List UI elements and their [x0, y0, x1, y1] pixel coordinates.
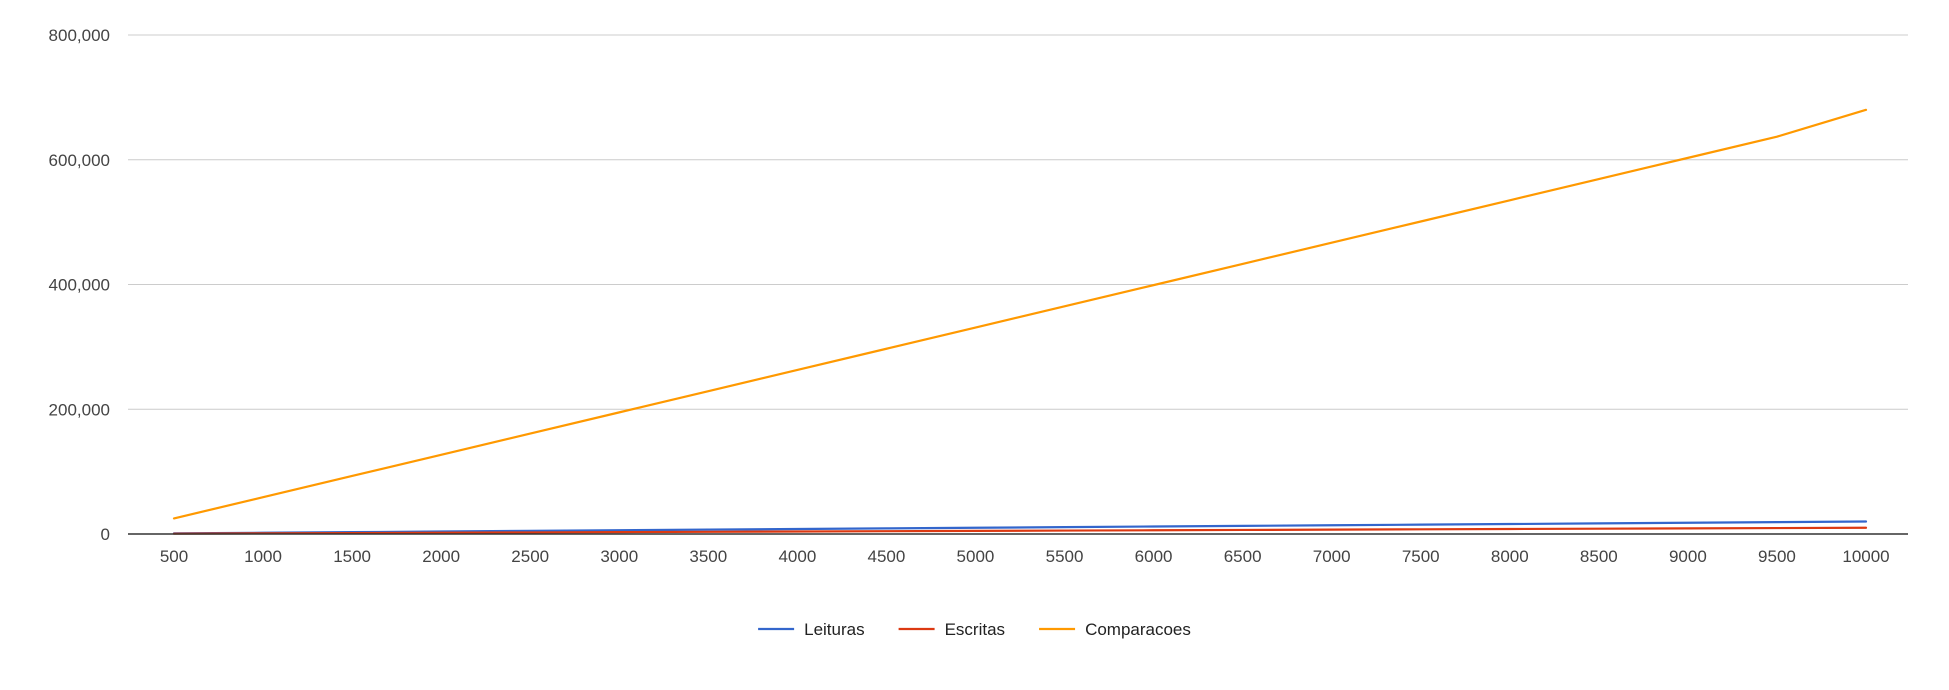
- x-tick-label: 8500: [1580, 547, 1618, 566]
- gridlines: [128, 34, 1908, 410]
- legend-item-escritas: Escritas: [898, 620, 1005, 639]
- series-line-escritas: [172, 526, 1868, 535]
- x-tick-label: 1500: [333, 547, 371, 566]
- x-tick-label: 9000: [1669, 547, 1707, 566]
- legend-label: Escritas: [945, 620, 1005, 639]
- x-tick-label: 6000: [1135, 547, 1173, 566]
- x-tick-label: 8000: [1491, 547, 1529, 566]
- x-tick-label: 7500: [1402, 547, 1440, 566]
- x-tick-label: 5000: [957, 547, 995, 566]
- x-tick-label: 10000: [1842, 547, 1889, 566]
- series-line-leituras: [172, 520, 1868, 535]
- x-tick-label: 2000: [422, 547, 460, 566]
- legend-label: Leituras: [804, 620, 864, 639]
- x-tick-label: 9500: [1758, 547, 1796, 566]
- legend: Leituras Escritas Comparacoes: [758, 620, 1191, 639]
- x-tick-label: 5500: [1046, 547, 1084, 566]
- x-tick-label: 7000: [1313, 547, 1351, 566]
- y-tick-label: 200,000: [49, 400, 110, 419]
- legend-item-leituras: Leituras: [758, 620, 865, 639]
- series-line-comparacoes: [172, 108, 1868, 520]
- y-tick-label: 0: [101, 525, 110, 544]
- y-tick-label: 400,000: [49, 276, 110, 295]
- x-tick-label: 2500: [511, 547, 549, 566]
- legend-item-comparacoes: Comparacoes: [1039, 620, 1191, 639]
- x-axis-tick-labels: 500 1000 1500 2000 2500 3000 3500 4000 4500 5000 5…: [160, 547, 1890, 566]
- y-axis-tick-labels: 0 200,000 400,000 600,000 800,000: [49, 26, 110, 544]
- x-tick-label: 3000: [600, 547, 638, 566]
- x-tick-label: 4500: [868, 547, 906, 566]
- y-tick-label: 600,000: [49, 151, 110, 170]
- x-tick-label: 1000: [244, 547, 282, 566]
- x-tick-label: 500: [160, 547, 188, 566]
- series-lines: [172, 108, 1868, 535]
- x-tick-label: 6500: [1224, 547, 1262, 566]
- legend-label: Comparacoes: [1085, 620, 1191, 639]
- x-tick-label: 3500: [689, 547, 727, 566]
- y-tick-label: 800,000: [49, 26, 110, 45]
- x-tick-label: 4000: [778, 547, 816, 566]
